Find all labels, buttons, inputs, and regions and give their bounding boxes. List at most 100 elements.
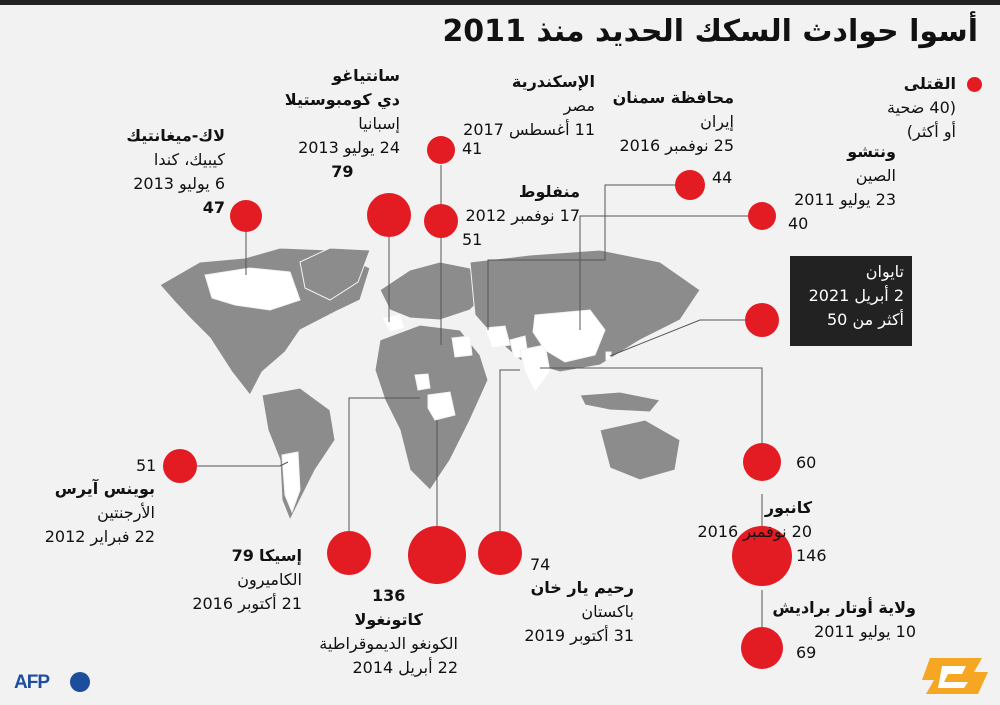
label-uttar-pradesh: ولاية أوتار براديش 10 يوليو 2011: [772, 596, 916, 644]
legend-dot: [967, 77, 982, 92]
event-country: الكونغو الديموقراطية: [319, 634, 458, 653]
event-circle-semnan: [675, 170, 705, 200]
event-date: 24 يوليو 2013: [298, 138, 400, 157]
label-eseka: إسيكا 79 الكاميرون 21 أكتوبر 2016: [192, 544, 302, 616]
leader-line: [348, 397, 420, 535]
label-buenos-aires: بوينس آيرس الأرجنتين 22 فبراير 2012: [45, 477, 155, 549]
event-country: مصر: [563, 96, 595, 115]
event-country: الأرجنتين: [97, 503, 155, 522]
legend-line-1: (40 ضحية: [886, 98, 956, 117]
taiwan-highlight: [605, 351, 612, 361]
leader-line: [499, 369, 520, 540]
event-country: إيران: [700, 112, 734, 131]
greenland-shape: [299, 247, 371, 301]
event-circle-alexandria: [427, 136, 455, 164]
event-date: 20 نوفمبر 2016: [697, 522, 812, 541]
event-date: 23 يوليو 2011: [794, 190, 896, 209]
event-date: 17 نوفمبر 2012: [465, 206, 580, 225]
event-deaths: 79: [231, 546, 254, 565]
spain-highlight: [381, 313, 406, 333]
event-date: 21 أكتوبر 2016: [192, 594, 302, 613]
wenzhou-deaths: 40: [788, 214, 809, 233]
event-city: منفلوط: [518, 182, 580, 201]
label-semnan: محافظة سمنان إيران 25 نوفمبر 2016: [613, 86, 734, 158]
event-circle-buenos-aires: [163, 449, 197, 483]
iran-highlight: [484, 325, 511, 349]
uttar-pradesh-deaths: 69: [796, 643, 817, 662]
leader-line: [579, 215, 762, 330]
event-city: سانتياغو: [332, 66, 400, 85]
label-santiago: سانتياغو دي كومبوستيلا إسبانيا 24 يوليو …: [285, 64, 400, 184]
page-title: أسوا حوادث السكك الحديد منذ 2011: [442, 14, 978, 49]
leader-line: [540, 367, 763, 462]
leader-line: [180, 461, 289, 467]
event-date: 22 فبراير 2012: [44, 527, 155, 546]
event-circle-wenzhou: [748, 202, 776, 230]
semnan-deaths: 44: [712, 168, 733, 187]
taiwan-box: تايوان 2 أبريل 2021 أكثر من 50: [790, 256, 912, 346]
event-circle-manfalut: [424, 204, 458, 238]
drc-highlight: [427, 391, 456, 421]
afp-logo-dot: [70, 672, 90, 692]
event-deaths: أكثر من 50: [827, 310, 904, 329]
legend-heading: القتلى: [903, 74, 956, 93]
top-bar: [0, 0, 1000, 5]
alexandria-deaths: 41: [462, 139, 483, 158]
legend: القتلى (40 ضحية أو أكثر): [887, 72, 956, 144]
event-country: كيبيك، كندا: [153, 150, 225, 169]
event-city: ونتشو: [847, 142, 896, 161]
label-alexandria: الإسكندرية مصر 11 أغسطس 2017: [463, 70, 595, 142]
india-highlight: [519, 344, 551, 393]
event-city-line-2: دي كومبوستيلا: [284, 90, 400, 109]
event-date: 25 نوفمبر 2016: [619, 136, 734, 155]
label-kanpur: كانبور 20 نوفمبر 2016: [697, 496, 812, 544]
event-city: كاتونغولا: [354, 610, 423, 629]
event-country: الكاميرون: [237, 570, 302, 589]
event-circle-uttar-pradesh: [741, 627, 783, 669]
event-circle-taiwan: [745, 303, 779, 337]
buenos-aires-deaths: 51: [136, 456, 157, 475]
event-date: 11 أغسطس 2017: [463, 120, 595, 139]
event-date: 10 يوليو 2011: [814, 622, 916, 641]
event-date: 6 يوليو 2013: [133, 174, 225, 193]
event-circle-kanpur: [732, 526, 792, 586]
label-katongola: 136 كاتونغولا الكونغو الديموقراطية 22 أب…: [319, 584, 458, 680]
egypt-highlight: [451, 335, 473, 358]
cameroon-highlight: [414, 373, 431, 391]
event-country: إسبانيا: [358, 114, 400, 133]
rahim-yar-khan-deaths: 74: [530, 555, 551, 574]
legend-line-2: أو أكثر): [906, 122, 956, 141]
manfalut-deaths: 51: [462, 230, 483, 249]
afp-logo-text: AFP: [14, 672, 50, 693]
event-circle-eseka: [327, 531, 371, 575]
leader-line: [609, 319, 762, 357]
event-country: باكستان: [581, 602, 634, 621]
label-wenzhou: ونتشو الصين 23 يوليو 2011: [794, 140, 896, 212]
event-circle-lac-megantic: [230, 200, 262, 232]
event-city: بوينس آيرس: [54, 479, 155, 498]
event-60-deaths: 60: [796, 453, 817, 472]
event-deaths: 47: [202, 198, 225, 217]
event-city: إسيكا: [258, 546, 302, 565]
event-circle-katongola: [408, 526, 466, 584]
event-circle-60: [743, 443, 781, 481]
event-city: محافظة سمنان: [612, 88, 734, 107]
china-highlight: [532, 309, 606, 363]
event-circle-santiago: [367, 193, 411, 237]
argentina-highlight: [281, 451, 301, 514]
label-rahim-yar-khan: رحيم يار خان باكستان 31 أكتوبر 2019: [524, 576, 634, 648]
event-country: الصين: [855, 166, 896, 185]
event-date: 2 أبريل 2021: [808, 286, 904, 305]
canada-highlight: [204, 267, 301, 311]
event-date: 22 أبريل 2014: [352, 658, 458, 677]
event-deaths: 79: [331, 162, 354, 181]
event-date: 31 أكتوبر 2019: [524, 626, 634, 645]
event-city: كانبور: [764, 498, 812, 517]
event-deaths: 136: [371, 586, 406, 605]
label-lac-megantic: لاك-ميغانتيك كيبيك، كندا 6 يوليو 2013 47: [126, 124, 225, 220]
indonesia-shape: [579, 391, 661, 413]
kanpur-deaths: 146: [796, 546, 827, 565]
event-city: لاك-ميغانتيك: [126, 126, 225, 145]
label-manfalut: منفلوط 17 نوفمبر 2012: [465, 180, 580, 228]
